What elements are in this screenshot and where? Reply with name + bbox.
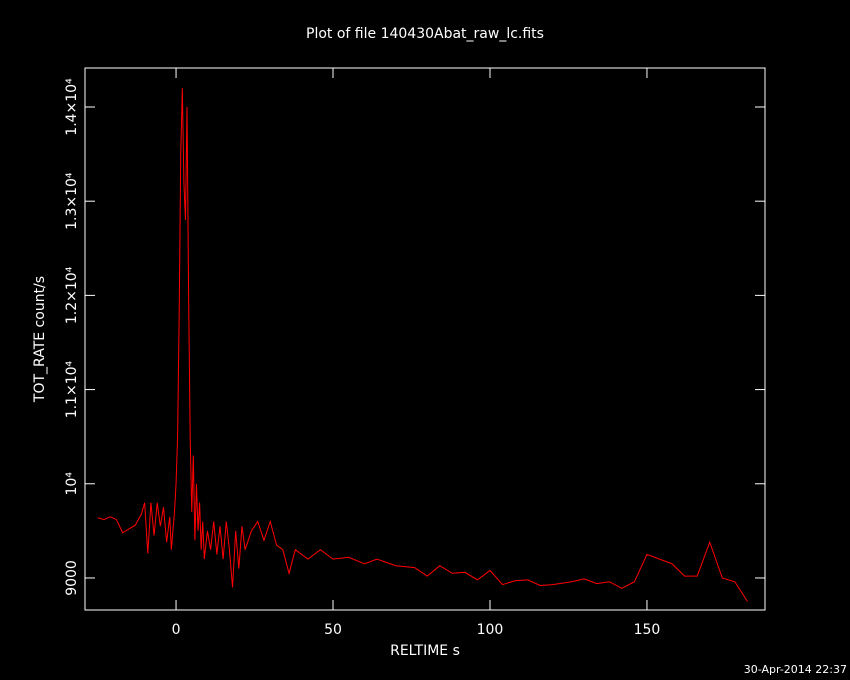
y-tick-label: 1.3×10⁴ bbox=[64, 172, 80, 230]
chart-title: Plot of file 140430Abat_raw_lc.fits bbox=[306, 26, 544, 42]
data-line bbox=[97, 88, 748, 602]
x-tick-label: 50 bbox=[324, 622, 342, 638]
timestamp: 30-Apr-2014 22:37 bbox=[744, 663, 847, 676]
y-tick-label: 1.2×10⁴ bbox=[64, 266, 80, 324]
y-tick-label: 9000 bbox=[64, 560, 80, 596]
y-tick-label: 1.4×10⁴ bbox=[64, 78, 80, 136]
x-tick-label: 100 bbox=[477, 622, 504, 638]
y-tick-label: 1.1×10⁴ bbox=[64, 360, 80, 418]
x-tick-label: 150 bbox=[634, 622, 661, 638]
x-tick-label: 0 bbox=[172, 622, 181, 638]
x-axis-label: RELTIME s bbox=[390, 643, 460, 659]
y-tick-label: 10⁴ bbox=[64, 472, 80, 496]
plot-frame bbox=[84, 67, 766, 611]
y-axis-label: TOT_RATE count/s bbox=[32, 276, 48, 403]
